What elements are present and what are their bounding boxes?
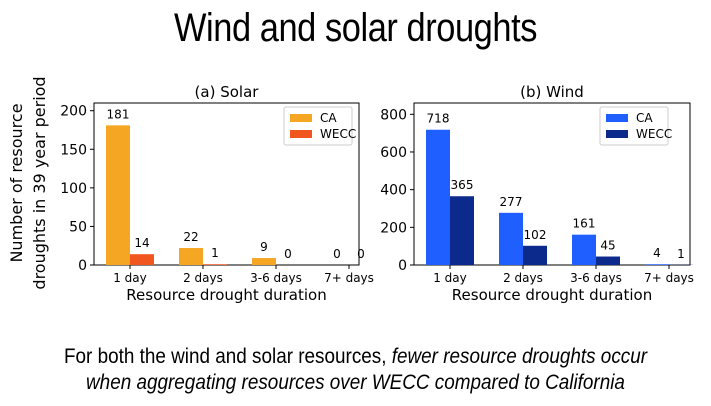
chart2-bar-label-ca: 718 [427, 112, 450, 126]
chart2-bar-ca [572, 234, 596, 265]
chart2-x-tick-label: 2 days [503, 271, 543, 285]
chart1-title: (a) Solar [195, 83, 260, 101]
chart2-x-tick-label: 1 day [433, 271, 467, 285]
chart1-bar-ca [179, 248, 203, 265]
chart1-bar-label-wecc: 1 [211, 246, 219, 260]
chart1-x-axis-label: Resource drought duration [126, 286, 326, 304]
chart1-bar-ca [106, 125, 130, 265]
chart2-bar-label-ca: 277 [500, 195, 523, 209]
chart1-y-tick-label: 200 [60, 104, 87, 120]
chart2-bar-label-ca: 4 [653, 246, 661, 260]
chart2-bar-label-ca: 161 [573, 217, 596, 231]
chart1-bar-ca [252, 258, 276, 265]
chart2-legend-label-ca: CA [636, 111, 653, 125]
chart1-bar-label-ca: 9 [260, 240, 268, 254]
chart1-y-tick-label: 50 [69, 219, 87, 235]
chart2-bar-ca [645, 264, 669, 265]
chart1-x-tick-label: 3-6 days [250, 271, 302, 285]
chart1-x-tick-label: 7+ days [324, 271, 374, 285]
chart2-bar-label-wecc: 365 [451, 178, 474, 192]
chart1-legend-swatch-wecc [290, 130, 312, 138]
chart1-bar-label-ca: 22 [183, 230, 198, 244]
chart1-y-tick-label: 0 [78, 258, 87, 274]
chart2-bar-wecc [523, 245, 547, 265]
chart1-bar-wecc [130, 254, 154, 265]
chart2-legend-label-wecc: WECC [636, 127, 672, 141]
chart1-y-tick-label: 100 [60, 181, 87, 197]
chart1-bar-label-wecc: 14 [134, 236, 149, 250]
chart2-y-tick-label: 400 [380, 183, 407, 199]
slide-title: Wind and solar droughts [173, 6, 537, 50]
chart1-bar-label-wecc: 0 [284, 247, 292, 261]
chart2-legend-swatch-wecc [606, 130, 628, 138]
chart2-bar-ca [499, 212, 523, 265]
chart1-x-tick-label: 1 day [113, 271, 147, 285]
chart2-y-tick-label: 600 [380, 145, 407, 161]
caption-line-1: For both the wind and solar resources, f… [36, 344, 676, 370]
chart2-y-tick-label: 0 [398, 258, 407, 274]
caption-line-2: when aggregating resources over WECC com… [36, 370, 676, 396]
chart2-x-tick-label: 7+ days [644, 271, 694, 285]
chart1-bar-label-ca: 181 [107, 107, 130, 121]
chart1-x-tick-label: 2 days [183, 271, 223, 285]
chart1-y-tick-label: 150 [60, 142, 87, 158]
chart2-bar-label-wecc: 1 [677, 247, 685, 261]
caption-emphasis-1: fewer resource droughts occur [391, 345, 648, 368]
chart1-legend-label-wecc: WECC [320, 127, 356, 141]
chart2-bar-ca [426, 129, 450, 265]
chart2-bar-label-wecc: 102 [524, 228, 547, 242]
chart2-bar-wecc [450, 196, 474, 265]
chart2-x-axis-label: Resource drought duration [452, 286, 652, 304]
chart1-legend-label-ca: CA [320, 111, 337, 125]
chart1-bar-label-wecc: 0 [357, 247, 365, 261]
chart2-bar-label-wecc: 45 [600, 239, 615, 253]
caption-emphasis-2: when aggregating resources over WECC com… [86, 371, 625, 394]
caption-plain-text: For both the wind and solar resources, [63, 345, 392, 368]
chart2-title: (b) Wind [520, 83, 584, 101]
y-axis-label-line-1: Number of resource [7, 103, 26, 262]
chart2-bar-wecc [596, 256, 620, 265]
chart2-y-tick-label: 800 [380, 107, 407, 123]
chart2-y-tick-label: 200 [380, 220, 407, 236]
y-axis-label-line-2: droughts in 39 year period [30, 76, 49, 289]
chart1-bar-wecc [203, 264, 227, 265]
chart1-legend-swatch-ca [290, 114, 312, 122]
chart2-legend-swatch-ca [606, 114, 628, 122]
chart2-x-tick-label: 3-6 days [570, 271, 622, 285]
chart1-bar-label-ca: 0 [333, 247, 341, 261]
chart2-plot-frame [413, 102, 691, 266]
